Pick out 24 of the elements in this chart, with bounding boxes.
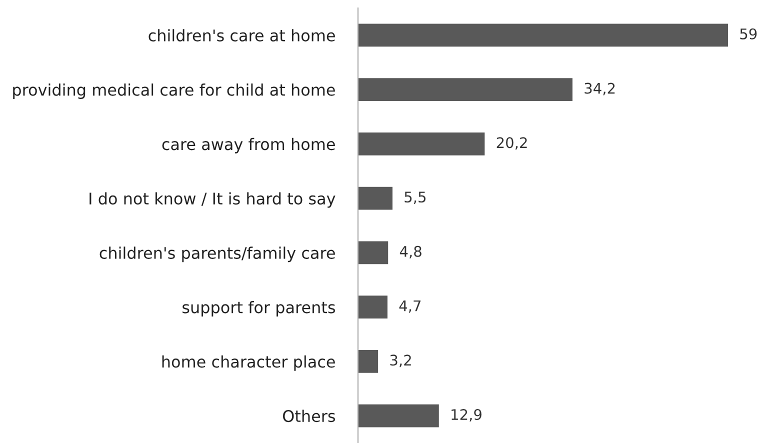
y-tick-label: home character place [162,355,335,371]
bar [358,241,388,264]
data-label: 34,2 [584,82,615,96]
data-label: 12,9 [452,409,482,422]
data-label: 5,5 [404,192,426,204]
bar [358,350,378,373]
y-tick-label: children's care at home [148,29,335,42]
data-label: 59 [740,28,757,40]
bar [358,404,439,428]
y-tick-label: support for parents [182,300,335,316]
y-tick-label: children's parents/family care [100,246,335,262]
y-tick-label: I do not know / It is hard to say [90,192,336,208]
data-label: 4,7 [399,300,421,313]
data-label: 3,2 [390,354,411,368]
y-tick-label: providing medical care for child at home [13,83,335,99]
bar [358,132,485,156]
y-tick-label: Others [283,410,335,422]
bar [358,186,392,210]
y-tick-label: care away from home [162,138,335,154]
bar [358,24,728,47]
data-label: 20,2 [496,137,527,150]
bar [358,296,388,318]
data-label: 4,8 [400,246,422,258]
bar [358,78,572,101]
